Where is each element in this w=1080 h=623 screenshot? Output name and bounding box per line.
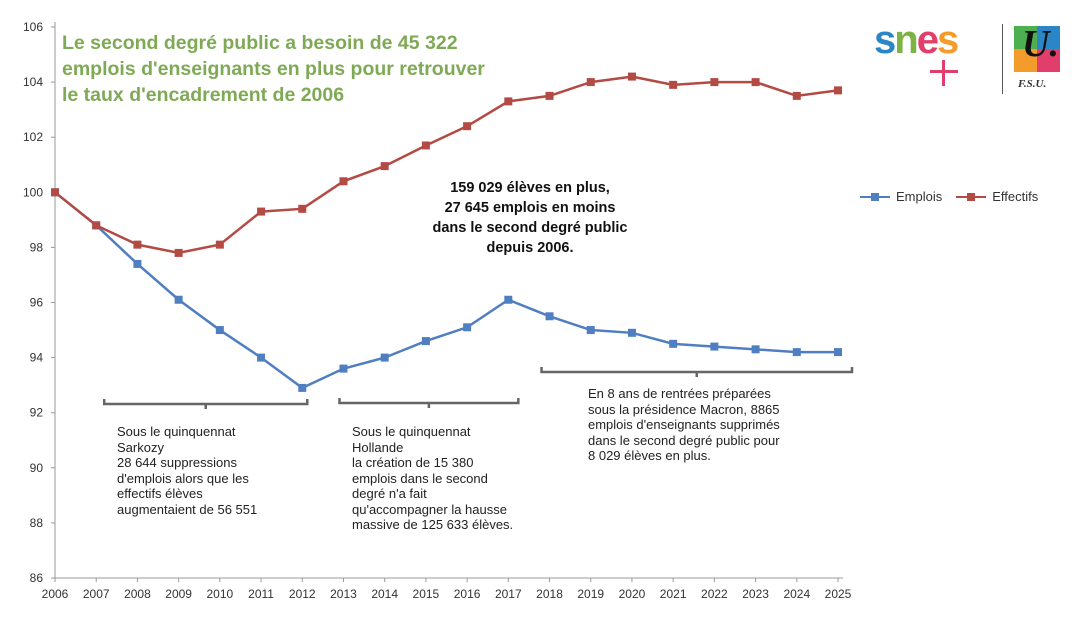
center-annotation: 159 029 élèves en plus, 27 645 emplois e… xyxy=(432,180,628,256)
legend-swatch-emplois xyxy=(860,192,890,201)
data-point-emplois xyxy=(834,348,842,357)
x-tick-label: 2023 xyxy=(742,587,769,601)
data-point-effectifs xyxy=(380,162,389,171)
x-tick-label: 2017 xyxy=(495,587,522,601)
data-point-effectifs xyxy=(51,188,59,197)
data-point-emplois xyxy=(257,353,266,362)
series-line-emplois xyxy=(54,191,838,390)
legend: Emplois Effectifs xyxy=(860,189,1038,204)
data-point-effectifs xyxy=(92,221,101,230)
data-point-effectifs xyxy=(215,240,224,249)
data-point-emplois xyxy=(586,326,595,335)
y-tick-label: 92 xyxy=(30,406,44,420)
data-point-emplois xyxy=(751,345,760,354)
series-line-effectifs xyxy=(54,75,839,255)
x-tick-label: 2006 xyxy=(42,587,69,601)
data-point-effectifs xyxy=(834,86,842,95)
sarkozy-annotation: Sous le quinquennat Sarkozy 28 644 suppr… xyxy=(117,424,258,517)
data-point-effectifs xyxy=(463,122,472,131)
data-point-emplois xyxy=(545,312,554,321)
chart-title: Le second degré public a besoin de 45 32… xyxy=(62,32,485,106)
x-tick-label: 2019 xyxy=(577,587,604,601)
x-tick-label: 2018 xyxy=(536,587,563,601)
x-tick-label: 2025 xyxy=(825,587,852,601)
data-point-effectifs xyxy=(710,78,719,87)
y-tick-label: 98 xyxy=(30,240,44,254)
snes-fsu-logo: snes U. F.S.U. xyxy=(872,18,1072,98)
data-point-effectifs xyxy=(751,78,760,87)
legend-label-emplois: Emplois xyxy=(896,189,943,204)
y-tick-label: 86 xyxy=(30,571,44,585)
hollande-annotation: Sous le quinquennat Hollande la création… xyxy=(352,424,514,532)
x-tick-label: 2007 xyxy=(83,587,110,601)
data-point-effectifs xyxy=(792,91,801,100)
data-point-effectifs xyxy=(133,240,142,249)
data-point-emplois xyxy=(710,342,719,351)
data-point-emplois xyxy=(421,337,430,346)
x-tick-label: 2012 xyxy=(289,587,316,601)
x-tick-label: 2014 xyxy=(371,587,398,601)
data-point-emplois xyxy=(380,353,389,362)
data-point-effectifs xyxy=(421,141,430,150)
y-tick-label: 102 xyxy=(23,130,43,144)
data-point-emplois xyxy=(298,383,307,392)
data-point-effectifs xyxy=(627,72,636,81)
x-tick-label: 2020 xyxy=(619,587,646,601)
data-point-emplois xyxy=(792,348,801,357)
x-tick-label: 2021 xyxy=(660,587,687,601)
x-tick-label: 2009 xyxy=(165,587,192,601)
y-tick-label: 104 xyxy=(23,75,43,89)
data-point-effectifs xyxy=(257,207,266,216)
legend-swatch-effectifs xyxy=(956,192,987,201)
x-tick-label: 2008 xyxy=(124,587,151,601)
macron-bracket xyxy=(540,367,854,377)
data-point-emplois xyxy=(627,328,636,337)
x-tick-label: 2022 xyxy=(701,587,728,601)
y-tick-label: 100 xyxy=(23,185,43,199)
data-point-effectifs xyxy=(669,80,678,89)
x-tick-label: 2016 xyxy=(454,587,481,601)
fsu-text: F.S.U. xyxy=(1018,78,1047,90)
data-point-emplois xyxy=(339,364,348,373)
data-point-effectifs xyxy=(504,97,513,106)
legend-label-effectifs: Effectifs xyxy=(992,189,1039,204)
data-point-emplois xyxy=(133,259,142,268)
data-point-emplois xyxy=(215,326,224,335)
x-tick-label: 2011 xyxy=(248,587,274,601)
y-tick-label: 90 xyxy=(30,461,44,475)
data-point-emplois xyxy=(174,295,183,304)
data-point-effectifs xyxy=(586,78,595,87)
data-point-emplois xyxy=(504,295,513,304)
y-tick-label: 96 xyxy=(30,296,44,310)
fsu-letter: U. xyxy=(1022,23,1059,65)
data-point-effectifs xyxy=(545,91,554,100)
y-tick-label: 106 xyxy=(23,20,43,34)
data-point-effectifs xyxy=(339,177,348,186)
data-point-effectifs xyxy=(174,248,183,257)
x-tick-label: 2024 xyxy=(783,587,810,601)
macron-annotation: En 8 ans de rentrées préparées sous la p… xyxy=(588,386,780,463)
y-tick-label: 94 xyxy=(30,351,44,365)
y-tick-label: 88 xyxy=(30,516,44,530)
x-tick-label: 2010 xyxy=(206,587,233,601)
x-tick-label: 2015 xyxy=(413,587,440,601)
data-point-effectifs xyxy=(298,204,307,213)
data-point-emplois xyxy=(463,323,472,332)
data-point-emplois xyxy=(669,339,678,348)
hollande-bracket xyxy=(338,398,520,408)
x-tick-label: 2013 xyxy=(330,587,357,601)
sarkozy-bracket xyxy=(102,399,309,409)
